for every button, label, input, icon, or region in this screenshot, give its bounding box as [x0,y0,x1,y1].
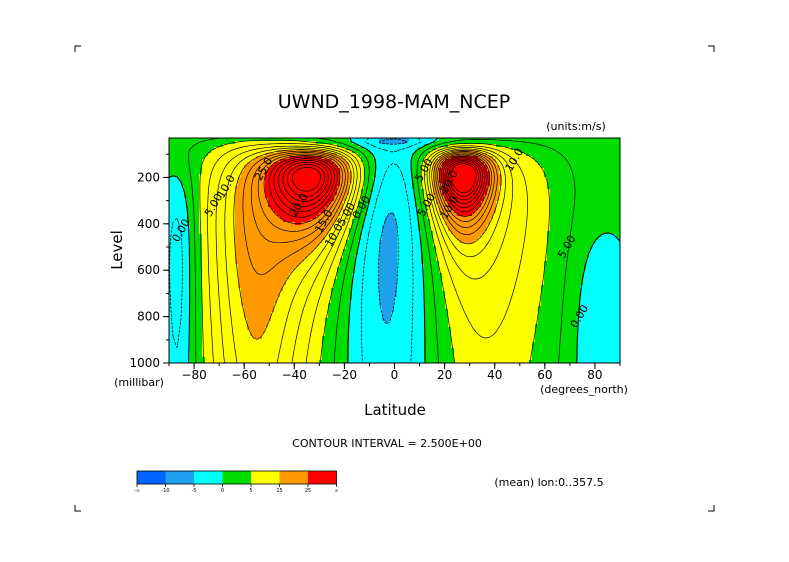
colorbar-swatch [280,471,309,484]
x-tick-label: 40 [487,368,502,382]
colorbar: -∞ -10 -5 0 5 15 25 ∞ [134,471,339,494]
x-tick-label: −80 [181,368,206,382]
colorbar-label: -5 [192,488,197,494]
x-axis-title: Latitude [364,401,426,419]
colorbar-label: -10 [161,488,169,494]
colorbar-label: 15 [276,488,282,494]
contour-field [169,138,622,363]
y-axis: 200 400 600 800 1000 [129,154,169,370]
colorbar-label: 25 [305,488,311,494]
colorbar-swatch [137,471,166,484]
x-axis: −80 −60 −40 −20 0 20 40 60 80 [169,363,620,382]
colorbar-label: 5 [249,488,252,494]
x-units-label: (degrees_north) [540,383,628,396]
y-tick-label: 1000 [129,356,160,370]
x-tick-label: 60 [537,368,552,382]
colorbar-swatch [223,471,252,484]
chart-title: UWND_1998-MAM_NCEP [278,91,510,113]
x-tick-label: −60 [232,368,257,382]
x-tick-label: −20 [332,368,357,382]
colorbar-label: -∞ [134,488,140,494]
y-tick-label: 400 [137,217,160,231]
colorbar-label: 0 [221,488,224,494]
footnote: (mean) lon:0..357.5 [494,476,603,489]
y-units-label: (millibar) [114,376,164,389]
contour-interval-note: CONTOUR INTERVAL = 2.500E+00 [292,437,482,450]
colorbar-swatch [251,471,280,484]
y-tick-label: 600 [137,263,160,277]
x-tick-label: 80 [587,368,602,382]
colorbar-swatch [194,471,223,484]
colorbar-swatch [308,471,337,484]
x-tick-label: −40 [282,368,307,382]
colorbar-swatch [166,471,195,484]
y-tick-label: 200 [137,170,160,184]
colorbar-label: ∞ [334,488,338,494]
units-note: (units:m/s) [546,120,606,133]
y-axis-title: Level [108,230,126,270]
y-tick-label: 800 [137,310,160,324]
x-tick-label: 20 [437,368,452,382]
x-tick-label: 0 [391,368,399,382]
